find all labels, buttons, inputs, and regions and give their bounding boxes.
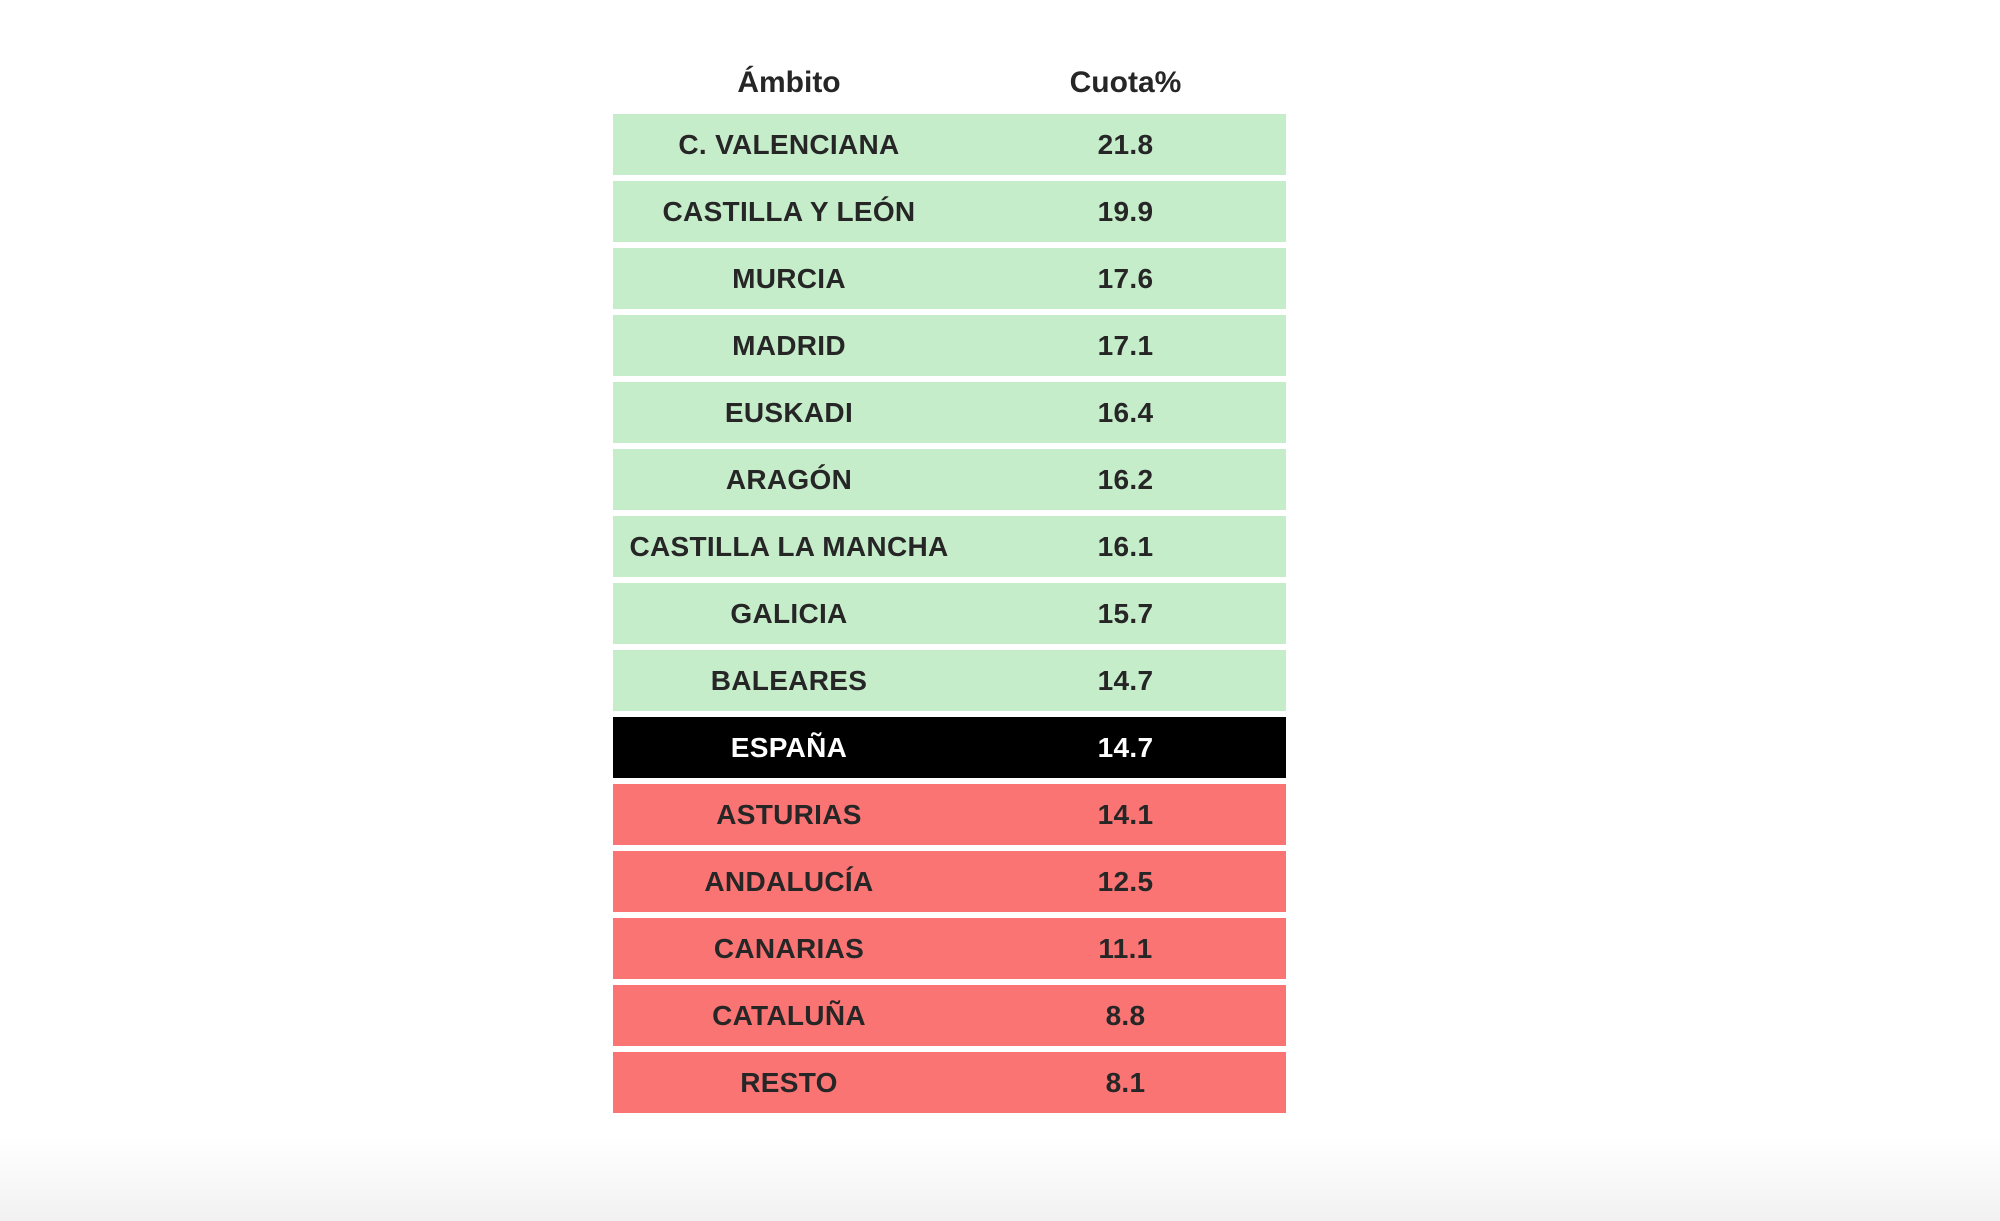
table-row-euskadi: EUSKADI 16.4: [613, 382, 1286, 443]
cuota-cell: 21.8: [1097, 128, 1154, 160]
ambito-cell: ANDALUCÍA: [704, 865, 874, 897]
cuota-cell: 11.1: [1098, 932, 1153, 964]
ambito-cell: CASTILLA Y LEÓN: [662, 195, 916, 227]
column-header-ambito: Ámbito: [737, 65, 841, 99]
table-row-baleares: BALEARES 14.7: [613, 650, 1286, 711]
cuota-cell: 16.4: [1097, 396, 1154, 428]
cuota-table: Ámbito Cuota% C. VALENCIANA 21.8 CASTILL…: [613, 53, 1286, 1113]
cuota-cell: 19.9: [1097, 195, 1154, 227]
table-row-asturias: ASTURIAS 14.1: [613, 784, 1286, 845]
ambito-cell: CANARIAS: [713, 932, 865, 964]
ambito-cell: GALICIA: [730, 597, 848, 629]
cuota-cell: 14.7: [1097, 731, 1154, 763]
cuota-cell: 17.6: [1097, 262, 1154, 294]
ambito-cell: ASTURIAS: [716, 798, 862, 830]
table-row-catalu-a: CATALUÑA 8.8: [613, 985, 1286, 1046]
table-header-row: Ámbito Cuota%: [613, 53, 1286, 112]
cuota-cell: 16.2: [1097, 463, 1154, 495]
table-row-arag-n: ARAGÓN 16.2: [613, 449, 1286, 510]
column-header-cuota: Cuota%: [1069, 65, 1182, 99]
table-row-andaluc-a: ANDALUCÍA 12.5: [613, 851, 1286, 912]
ambito-cell: ARAGÓN: [725, 463, 853, 495]
ambito-cell: BALEARES: [710, 664, 868, 696]
table-row-canarias: CANARIAS 11.1: [613, 918, 1286, 979]
ambito-cell: MURCIA: [732, 262, 846, 294]
cuota-cell: 14.1: [1097, 798, 1154, 830]
ambito-cell: CASTILLA LA MANCHA: [629, 530, 949, 562]
table-row-resto: RESTO 8.1: [613, 1052, 1286, 1113]
table-row-castilla-y-le-n: CASTILLA Y LEÓN 19.9: [613, 181, 1286, 242]
table-row-murcia: MURCIA 17.6: [613, 248, 1286, 309]
cuota-cell: 16.1: [1097, 530, 1154, 562]
cuota-cell: 8.1: [1105, 1066, 1146, 1098]
cuota-cell: 17.1: [1097, 329, 1154, 361]
cuota-cell: 14.7: [1097, 664, 1154, 696]
ambito-cell: CATALUÑA: [712, 999, 866, 1031]
cuota-cell: 15.7: [1097, 597, 1154, 629]
ambito-cell: MADRID: [732, 329, 846, 361]
table-row-castilla-la-mancha: CASTILLA LA MANCHA 16.1: [613, 516, 1286, 577]
cuota-cell: 12.5: [1097, 865, 1154, 897]
page-bottom-fade: [0, 1136, 2000, 1221]
table-row-madrid: MADRID 17.1: [613, 315, 1286, 376]
cuota-cell: 8.8: [1105, 999, 1146, 1031]
table-body: C. VALENCIANA 21.8 CASTILLA Y LEÓN 19.9 …: [613, 114, 1286, 1113]
ambito-cell: RESTO: [740, 1066, 838, 1098]
ambito-cell: C. VALENCIANA: [678, 128, 900, 160]
table-row-c-valenciana: C. VALENCIANA 21.8: [613, 114, 1286, 175]
table-row-espa-a: ESPAÑA 14.7: [613, 717, 1286, 778]
ambito-cell: ESPAÑA: [730, 731, 848, 763]
table-row-galicia: GALICIA 15.7: [613, 583, 1286, 644]
ambito-cell: EUSKADI: [724, 396, 854, 428]
